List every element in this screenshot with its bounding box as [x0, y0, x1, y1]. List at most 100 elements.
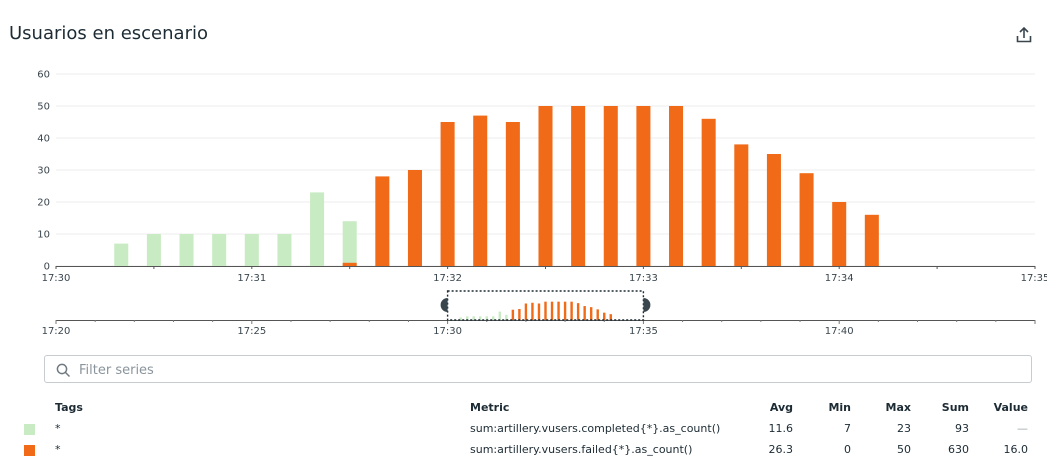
x-tick-label: 17:32: [433, 273, 462, 284]
x-tick-label: 17:31: [237, 273, 266, 284]
chart-bar[interactable]: [766, 154, 781, 266]
filter-series-input[interactable]: [77, 359, 1021, 381]
navigator-tick-label: 17:20: [42, 326, 71, 337]
series-color-swatch[interactable]: [24, 445, 35, 456]
avg-column-header[interactable]: Avg: [769, 401, 793, 414]
chart-bar[interactable]: [342, 262, 357, 266]
series-color-swatch[interactable]: [24, 424, 35, 435]
y-tick-label: 40: [37, 134, 50, 145]
export-icon[interactable]: [1014, 25, 1034, 45]
metric-column-header[interactable]: Metric: [470, 401, 510, 414]
chart-bar[interactable]: [310, 192, 325, 266]
navigator-bar: [492, 316, 495, 320]
chart-bar[interactable]: [407, 170, 422, 266]
chart-bar[interactable]: [832, 202, 847, 266]
chart-bar[interactable]: [734, 144, 749, 266]
navigator-bar: [537, 303, 541, 320]
max-column-header[interactable]: Max: [885, 401, 911, 414]
navigator-bar: [589, 307, 593, 320]
min-column-header[interactable]: Min: [828, 401, 851, 414]
x-axis: 17:30 17:31 17:32 17:33 17:34 17:35: [42, 266, 1047, 284]
chart-bar[interactable]: [375, 176, 390, 266]
navigator-bar: [557, 301, 560, 320]
legend-tags: *: [55, 422, 61, 435]
y-tick-label: 0: [44, 262, 50, 273]
y-tick-label: 50: [37, 102, 50, 113]
chart-bar[interactable]: [669, 106, 684, 266]
x-tick-label: 17:30: [42, 273, 71, 284]
legend-metric: sum:artillery.vusers.failed{*}.as_count(…: [470, 443, 693, 456]
navigator-bar: [596, 309, 599, 320]
filter-series-field[interactable]: [44, 355, 1032, 383]
value-column-header[interactable]: Value: [993, 401, 1028, 414]
legend-min: 7: [844, 422, 851, 435]
chart-bar[interactable]: [603, 106, 618, 266]
navigator-tick-label: 17:30: [433, 326, 462, 337]
navigator-bar: [583, 306, 586, 320]
y-axis: 0 10 20 30 40 50 60: [37, 70, 50, 273]
search-icon: [56, 363, 71, 378]
chart-bar[interactable]: [440, 122, 455, 266]
navigator-selection[interactable]: [446, 290, 645, 321]
legend-max: 23: [897, 422, 911, 435]
legend-metric: sum:artillery.vusers.completed{*}.as_cou…: [470, 422, 721, 435]
chart-bar[interactable]: [864, 214, 879, 266]
navigator-bar: [531, 302, 534, 320]
legend-tags: *: [55, 443, 61, 456]
navigator-bar: [498, 311, 502, 320]
navigator-bar: [511, 309, 515, 320]
chart-bar[interactable]: [342, 221, 357, 266]
chart-bar[interactable]: [701, 118, 716, 266]
chart-bar[interactable]: [636, 106, 651, 266]
chart-bar[interactable]: [473, 115, 488, 266]
chart-bar[interactable]: [179, 234, 194, 266]
navigator-left-handle[interactable]: [440, 298, 448, 312]
navigator-bar: [570, 301, 573, 320]
legend-row-failed[interactable]: * sum:artillery.vusers.failed{*}.as_coun…: [0, 439, 1047, 460]
chart-bar[interactable]: [244, 234, 259, 266]
navigator-bar: [550, 301, 554, 320]
navigator-bar: [465, 316, 469, 320]
navigator-right-handle[interactable]: [643, 298, 651, 312]
legend-value: 16.0: [1003, 443, 1029, 456]
legend-max: 50: [897, 443, 911, 456]
chart-bar[interactable]: [571, 106, 586, 266]
chart-bar[interactable]: [538, 106, 553, 266]
y-tick-label: 20: [37, 198, 50, 209]
chart-bar[interactable]: [505, 122, 520, 266]
time-navigator: 17:20 17:25 17:30 17:35 17:40: [42, 290, 1036, 337]
chart-bar[interactable]: [277, 234, 292, 266]
chart-bars: [114, 106, 879, 266]
legend-table: Tags Metric Avg Min Max Sum Value * sum:…: [0, 397, 1047, 460]
legend-row-completed[interactable]: * sum:artillery.vusers.completed{*}.as_c…: [0, 418, 1047, 439]
y-tick-label: 60: [37, 70, 50, 81]
legend-avg: 26.3: [768, 443, 794, 456]
x-tick-label: 17:33: [629, 273, 658, 284]
legend-header-row: Tags Metric Avg Min Max Sum Value: [0, 397, 1047, 418]
chart-bar[interactable]: [212, 234, 227, 266]
navigator-bar: [563, 301, 567, 320]
navigator-bar: [518, 309, 521, 320]
widget-title: Usuarios en escenario: [9, 23, 208, 44]
navigator-tick-label: 17:35: [629, 326, 658, 337]
legend-value: —: [1017, 422, 1028, 435]
tags-column-header[interactable]: Tags: [55, 401, 83, 414]
x-tick-label: 17:34: [825, 273, 854, 284]
navigator-bar: [459, 317, 462, 320]
navigator-bar: [609, 314, 612, 320]
navigator-tick-label: 17:25: [237, 326, 266, 337]
chart-bar[interactable]: [146, 234, 161, 266]
navigator-bar: [505, 314, 508, 320]
navigator-bar: [472, 316, 475, 320]
y-tick-label: 30: [37, 166, 50, 177]
x-tick-label: 17:35: [1021, 273, 1047, 284]
legend-sum: 93: [955, 422, 969, 435]
sum-column-header[interactable]: Sum: [941, 401, 969, 414]
navigator-bar: [576, 303, 580, 320]
navigator-bar: [485, 316, 488, 320]
navigator-bar: [603, 312, 606, 320]
legend-min: 0: [844, 443, 851, 456]
chart-bar[interactable]: [799, 173, 814, 266]
chart-bar[interactable]: [114, 243, 129, 266]
